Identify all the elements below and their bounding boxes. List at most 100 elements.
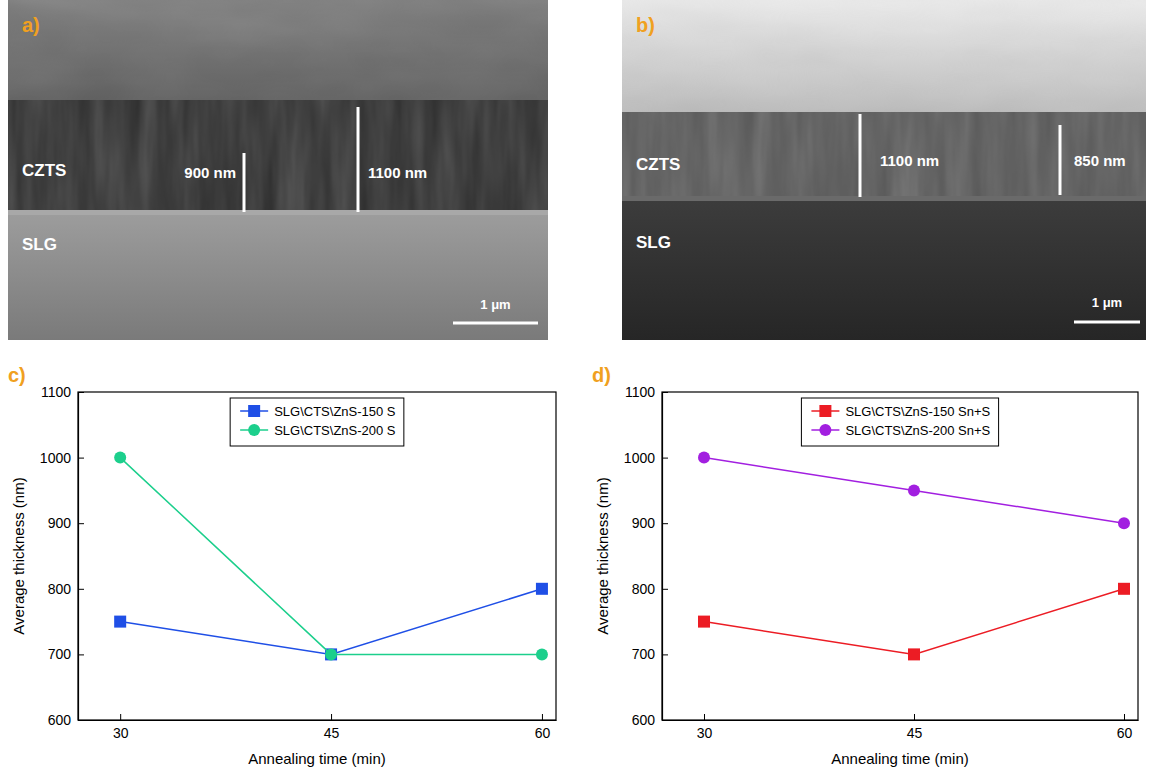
tick-label: 1000 [624,450,655,466]
scale-label: 1 μm [480,297,510,312]
tick-label: 30 [697,725,713,741]
layer-label: CZTS [22,161,66,180]
tick-label: 1100 [41,384,71,400]
axis-line [78,393,79,721]
data-point [536,648,548,660]
chart: 60070080090010001100304560Annealing time… [592,364,1139,767]
tick-label: 600 [632,712,656,728]
sem-image: a)CZTSSLG900 nm1100 nm1 μm [8,0,548,340]
film-layer [622,112,1146,196]
plot-frame [78,392,556,720]
tick-label: 700 [632,646,656,662]
legend-marker [248,405,260,417]
measure-label: 850 nm [1074,152,1126,169]
scale-bar [453,322,538,325]
data-point [908,484,920,496]
film-texture [8,100,548,210]
image-background [622,0,1146,114]
measure-bar [357,107,360,212]
legend-item: SLG\CTS\ZnS-150 Sn+S [811,404,990,419]
tick: 800 [632,581,668,597]
tick-mark [662,589,668,590]
plot-area [114,452,548,661]
axis-line [662,393,663,721]
legend-label: SLG\CTS\ZnS-200 S [274,423,396,438]
data-point [114,616,126,628]
tick-label: 60 [535,725,551,741]
legend-item: SLG\CTS\ZnS-200 Sn+S [811,423,990,438]
legend-label: SLG\CTS\ZnS-150 Sn+S [845,404,990,419]
tick: 45 [324,714,340,741]
y-axis-title: Average thickness (nm) [594,477,611,634]
tick-mark [662,654,668,655]
plot-frame [662,392,1138,720]
tick-mark [662,392,668,393]
layer-label: SLG [636,233,671,252]
data-point [536,583,548,595]
tick-label: 30 [113,725,129,741]
image-background [8,0,548,102]
substrate [8,215,548,340]
legend-label: SLG\CTS\ZnS-200 Sn+S [845,423,990,438]
tick-label: 900 [48,515,72,531]
tick-mark [1124,714,1125,720]
tick: 60 [1117,714,1133,741]
tick: 1100 [625,384,668,400]
x-axis-title: Annealing time (min) [248,750,386,767]
series-line [120,458,542,655]
measure-bar [243,153,246,212]
tick-label: 1000 [40,450,71,466]
measure-label: 900 nm [184,164,236,181]
data-point [698,616,710,628]
panel-label: b) [636,14,655,36]
measure-bar [859,114,862,197]
image-texture [622,0,1146,114]
tick: 700 [48,646,84,662]
interface [622,196,1146,201]
tick-label: 800 [48,581,72,597]
legend: SLG\CTS\ZnS-150 Sn+S SLG\CTS\ZnS-200 Sn+S [801,398,998,446]
tick-mark [78,523,84,524]
chart: 600 700 800 900 1000 1100 30 45 60 Annealing time… [8,364,557,767]
panel-label: c) [8,364,26,386]
tick-mark [78,654,84,655]
film-layer [8,100,548,210]
tick-label: 700 [48,646,72,662]
legend-item: SLG\CTS\ZnS-200 S [240,423,396,438]
data-point [114,452,126,464]
data-point [908,648,920,660]
tick-mark [78,392,84,393]
tick: 1000 [624,450,668,466]
y-axis: 600 700 800 900 1000 1100 [624,384,668,728]
axis-line [663,720,1139,721]
legend-marker [819,405,831,417]
y-axis-title: Average thickness (nm) [10,477,27,634]
layer-label: SLG [22,235,57,254]
substrate [622,201,1146,340]
panel-label: d) [592,364,611,386]
interface [8,210,548,215]
tick: 700 [632,646,668,662]
tick-mark [120,714,121,720]
legend-marker [819,424,831,436]
figure: a)CZTSSLG900 nm1100 nm1 μmb)CZTSSLG1100 … [0,0,1154,776]
panel-label: a) [22,14,40,36]
legend-box [801,398,998,446]
tick-mark [662,458,668,459]
tick-label: 45 [907,725,923,741]
legend-marker [248,424,260,436]
tick-label: 900 [632,515,656,531]
tick: 30 [113,714,129,741]
tick-label: 45 [324,725,340,741]
film-texture [622,112,1146,196]
sem-image: b)CZTSSLG1100 nm850 nm1 μm [622,0,1146,340]
data-point [698,452,710,464]
legend-label: SLG\CTS\ZnS-150 S [274,404,396,419]
tick-label: 800 [632,581,656,597]
plot-area [698,452,1130,661]
scale-label: 1 μm [1092,295,1122,310]
tick-mark [704,714,705,720]
data-point [1118,517,1130,529]
tick: 45 [907,714,923,741]
tick-label: 600 [48,712,72,728]
